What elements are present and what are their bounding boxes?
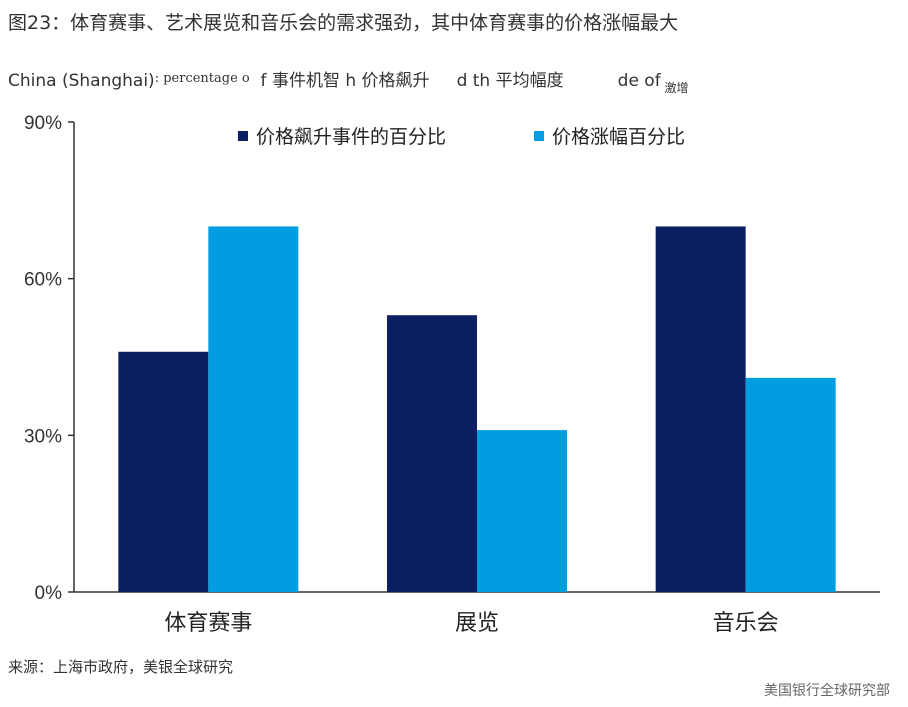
subtitle-part: China (Shanghai) bbox=[8, 71, 155, 91]
bar-series1 bbox=[655, 226, 746, 592]
legend-swatch bbox=[534, 131, 544, 141]
legend-swatch bbox=[238, 131, 248, 141]
bar-series2 bbox=[745, 377, 836, 592]
figure-subtitle: China (Shanghai): percentage o f 事件机智 h … bbox=[8, 66, 689, 96]
subtitle-part: 激增 bbox=[660, 81, 689, 95]
y-tick-label: 60% bbox=[24, 270, 62, 291]
figure-title: 图23：体育赛事、艺术展览和音乐会的需求强劲，其中体育赛事的价格涨幅最大 bbox=[8, 12, 679, 34]
legend-label: 价格涨幅百分比 bbox=[552, 126, 685, 148]
subtitle-part: de of bbox=[563, 71, 661, 91]
source-note: 来源：上海市政府，美银全球研究 bbox=[8, 658, 234, 676]
subtitle-part: h 价格飙升 bbox=[339, 71, 430, 91]
bar-series2 bbox=[477, 430, 567, 592]
bar-series1 bbox=[118, 351, 209, 592]
x-category-label: 体育赛事 bbox=[164, 611, 252, 636]
subtitle-part: : percentage o bbox=[154, 71, 250, 86]
y-tick-label: 30% bbox=[24, 426, 62, 447]
y-tick-label: 90% bbox=[24, 113, 62, 134]
bar-series2 bbox=[208, 226, 299, 592]
x-category-label: 音乐会 bbox=[713, 611, 779, 636]
bar-series1 bbox=[387, 315, 477, 592]
subtitle-part: d th 平均幅度 bbox=[429, 71, 564, 91]
y-tick-label: 0% bbox=[35, 583, 63, 604]
subtitle-part: f 事件机智 bbox=[249, 71, 340, 91]
brand-footer: 美国银行全球研究部 bbox=[764, 683, 890, 699]
legend-label: 价格飙升事件的百分比 bbox=[256, 126, 446, 148]
x-category-label: 展览 bbox=[455, 611, 499, 636]
